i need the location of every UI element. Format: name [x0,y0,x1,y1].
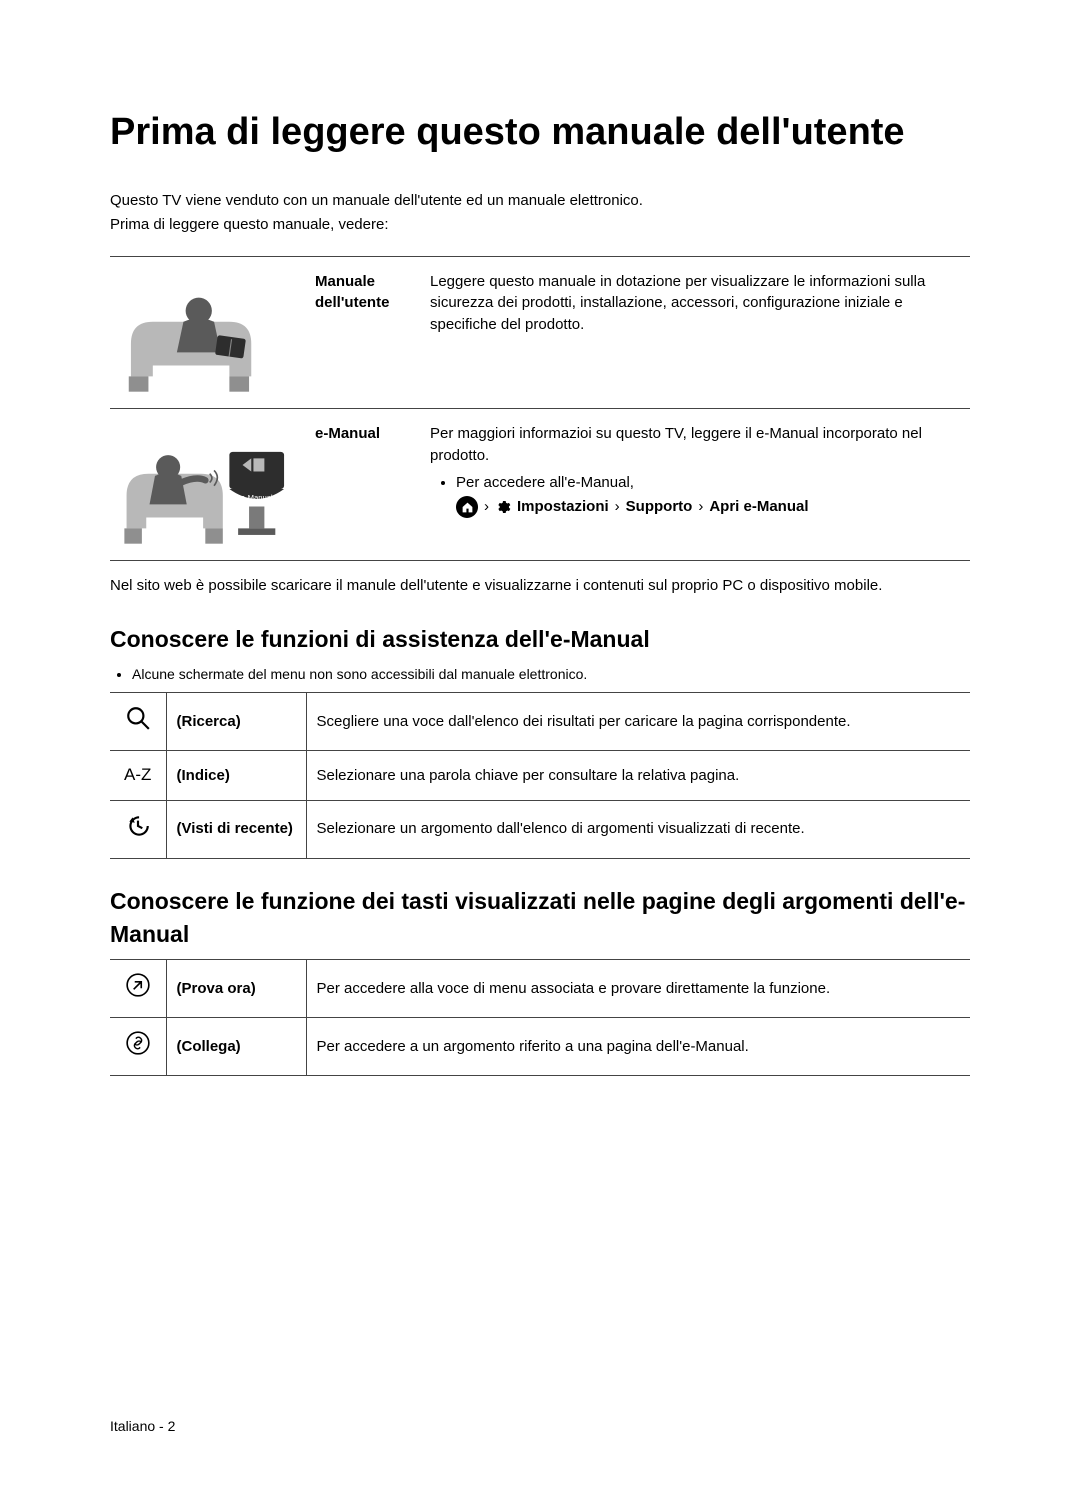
try-now-label: (Prova ora) [166,960,306,1018]
link-label: (Collega) [166,1018,306,1076]
illustration-user-manual [110,257,305,408]
topic-buttons-table: (Prova ora) Per accedere alla voce di me… [110,959,970,1076]
emanual-nav-path: › Impostazioni › Supporto › Apri e-Manua… [456,496,809,518]
emanual-desc-text: Per maggiori informazioi su questo TV, l… [430,425,922,464]
link-desc: Per accedere a un argomento riferito a u… [306,1018,970,1076]
recent-icon [110,800,166,858]
search-label: (Ricerca) [166,693,306,751]
manual-row-user: Manuale dell'utente Leggere questo manua… [110,257,970,409]
chevron-icon: › [484,496,489,518]
chevron-icon: › [698,496,703,518]
page-footer: Italiano - 2 [110,1416,970,1436]
nav-apri-emanual: Apri e-Manual [709,496,808,518]
table-row: (Prova ora) Per accedere alla voce di me… [110,960,970,1018]
index-desc: Selezionare una parola chiave per consul… [306,751,970,801]
manual-label-emanual: e-Manual [305,409,420,560]
index-label: (Indice) [166,751,306,801]
below-table-note: Nel sito web è possibile scaricare il ma… [110,575,970,597]
search-icon [110,693,166,751]
gear-icon [495,499,511,515]
illustration-emanual: e-Manual [110,409,305,560]
table-row: (Ricerca) Scegliere una voce dall'elenco… [110,693,970,751]
section1-note-list: Alcune schermate del menu non sono acces… [110,664,970,684]
intro-line-2: Prima di leggere questo manuale, vedere: [110,214,970,236]
manual-desc-user: Leggere questo manuale in dotazione per … [420,257,970,408]
nav-supporto: Supporto [626,496,693,518]
section2-heading: Conoscere le funzione dei tasti visualiz… [110,885,970,952]
nav-impostazioni: Impostazioni [517,496,609,518]
page-title: Prima di leggere questo manuale dell'ute… [110,105,970,160]
home-icon [456,496,478,518]
search-desc: Scegliere una voce dall'elenco dei risul… [306,693,970,751]
chevron-icon: › [615,496,620,518]
table-row: A-Z (Indice) Selezionare una parola chia… [110,751,970,801]
manuals-table: Manuale dell'utente Leggere questo manua… [110,256,970,562]
link-icon [110,1018,166,1076]
index-icon: A-Z [110,751,166,801]
manual-row-emanual: e-Manual e-Manual Per maggiori informazi… [110,409,970,561]
manual-label-user: Manuale dell'utente [305,257,420,408]
intro-block: Questo TV viene venduto con un manuale d… [110,190,970,236]
table-row: (Visti di recente) Selezionare un argome… [110,800,970,858]
try-now-icon [110,960,166,1018]
intro-line-1: Questo TV viene venduto con un manuale d… [110,190,970,212]
recent-label: (Visti di recente) [166,800,306,858]
section1-heading: Conoscere le funzioni di assistenza dell… [110,623,970,656]
section1-note: Alcune schermate del menu non sono acces… [132,664,970,684]
emanual-bullet-text: Per accedere all'e-Manual, [456,474,634,491]
table-row: (Collega) Per accedere a un argomento ri… [110,1018,970,1076]
svg-text:e-Manual: e-Manual [241,493,273,502]
manual-desc-emanual: Per maggiori informazioi su questo TV, l… [420,409,970,560]
recent-desc: Selezionare un argomento dall'elenco di … [306,800,970,858]
emanual-access-bullet: Per accedere all'e-Manual, › Impostazion… [456,472,960,520]
assistance-functions-table: (Ricerca) Scegliere una voce dall'elenco… [110,692,970,858]
try-now-desc: Per accedere alla voce di menu associata… [306,960,970,1018]
